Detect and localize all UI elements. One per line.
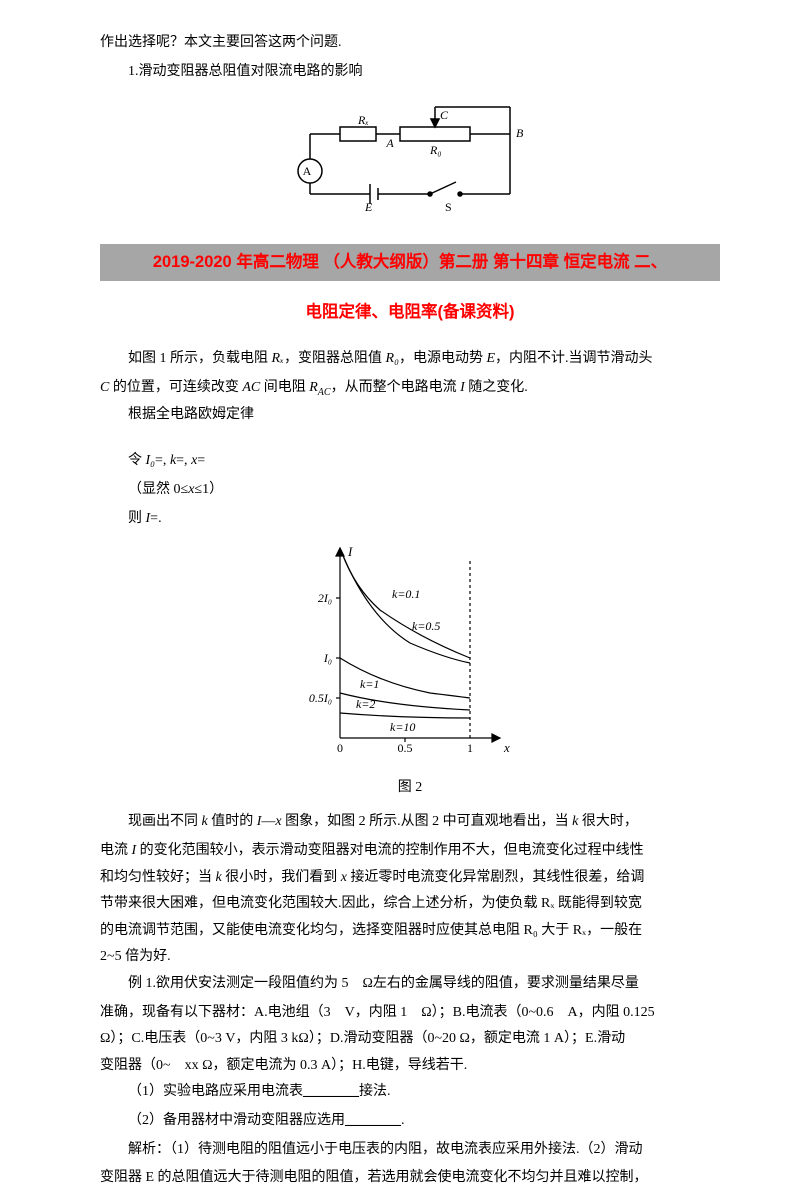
curve-k1: k=1 bbox=[360, 677, 379, 691]
ytick-2i0: 2I₀ bbox=[318, 591, 332, 605]
para-6: 则 I=. bbox=[100, 506, 720, 533]
para-19: 解析：（1）待测电阻的阻值远小于电压表的内阻，故电流表应采用外接法.（2）滑动 bbox=[100, 1137, 720, 1164]
para-16: 变阻器（0~ xx Ω，额定电流为 0.3 A）；H.电键，导线若干. bbox=[100, 1053, 720, 1080]
para-4: 令 I₀=, k=, x= bbox=[100, 448, 720, 475]
para-15: Ω）；C.电压表（0~3 V，内阻 3 kΩ）；D.滑动变阻器（0~20 Ω，额… bbox=[100, 1026, 720, 1053]
para-5: （显然 0≤x≤1） bbox=[100, 477, 720, 504]
xlabel: x bbox=[503, 740, 510, 755]
label-s: S bbox=[445, 200, 452, 214]
xtick-05: 0.5 bbox=[398, 741, 413, 755]
para-8: 电流 I 的变化范围较小，表示滑动变阻器对电流的控制作用不大，但电流变化过程中线… bbox=[100, 838, 720, 865]
para-7: 现画出不同 k 值时的 I—x 图象，如图 2 所示.从图 2 中可直观地看出，… bbox=[100, 809, 720, 836]
curve-k05: k=0.5 bbox=[412, 619, 440, 633]
xtick-1: 1 bbox=[467, 741, 473, 755]
xtick-0: 0 bbox=[337, 741, 343, 755]
circuit-diagram: Rₓ A R₀ C B A E S bbox=[100, 99, 720, 230]
ylabel: I bbox=[347, 544, 353, 559]
figure2-caption: 图 2 bbox=[100, 775, 720, 802]
main-title-line1: 2019-2020 年高二物理 （人教大纲版）第二册 第十四章 恒定电流 二、 bbox=[100, 244, 720, 281]
para-1: 如图 1 所示，负载电阻 Rₓ，变阻器总阻值 R₀，电源电动势 E，内阻不计.当… bbox=[100, 346, 720, 373]
para-14: 准确，现备有以下器材：A.电池组（3 V，内阻 1 Ω）；B.电流表（0~0.6… bbox=[100, 1000, 720, 1027]
para-20: 变阻器 E 的总阻值远大于待测电阻的阻值，若选用就会使电流变化不均匀并且难以控制… bbox=[100, 1165, 720, 1192]
intro-line1: 作出选择呢？本文主要回答这两个问题. bbox=[100, 30, 720, 57]
label-a: A bbox=[385, 136, 394, 150]
curve-k10: k=10 bbox=[390, 720, 415, 734]
ytick-05i0: 0.5I₀ bbox=[309, 691, 332, 705]
para-10: 节带来很大困难，但电流变化范围较大.因此，综合上述分析，为使负载 Rₓ 既能得到… bbox=[100, 891, 720, 918]
para-3: 根据全电路欧姆定律 bbox=[100, 402, 720, 429]
curve-k01: k=0.1 bbox=[392, 587, 420, 601]
blank-2: ________ bbox=[345, 1113, 401, 1128]
ytick-i0: I₀ bbox=[323, 651, 332, 665]
para-18: （2）备用器材中滑动变阻器应选用________. bbox=[100, 1108, 720, 1135]
para-11: 的电流调节范围，又能使电流变化均匀，选择变阻器时应使其总电阻 R₀ 大于 Rₓ，… bbox=[100, 918, 720, 945]
blank-1: ________ bbox=[303, 1084, 359, 1099]
main-title-line2: 电阻定律、电阻率(备课资料) bbox=[100, 297, 720, 328]
para-17: （1）实验电路应采用电流表________接法. bbox=[100, 1079, 720, 1106]
label-rx: Rₓ bbox=[357, 113, 369, 127]
intro-line2: 1.滑动变阻器总阻值对限流电路的影响 bbox=[100, 59, 720, 86]
graph-figure: 2I₀ I₀ 0.5I₀ 0 0.5 1 I x k=0.1 k=0.5 k=1… bbox=[100, 538, 720, 769]
label-ammeter: A bbox=[303, 164, 312, 178]
para-9: 和均匀性较好；当 k 很小时，我们看到 x 接近零时电流变化异常剧烈，其线性很差… bbox=[100, 865, 720, 892]
para-12: 2~5 倍为好. bbox=[100, 944, 720, 971]
para-2: C 的位置，可连续改变 AC 间电阻 RAC，从而整个电路电流 I 随之变化. bbox=[100, 375, 720, 402]
curve-k2: k=2 bbox=[356, 697, 375, 711]
label-c: C bbox=[440, 108, 449, 122]
label-b: B bbox=[516, 126, 524, 140]
para-13: 例 1.欲用伏安法测定一段阻值约为 5 Ω左右的金属导线的阻值，要求测量结果尽量 bbox=[100, 971, 720, 998]
label-e: E bbox=[364, 200, 373, 214]
label-r0: R₀ bbox=[429, 143, 442, 157]
